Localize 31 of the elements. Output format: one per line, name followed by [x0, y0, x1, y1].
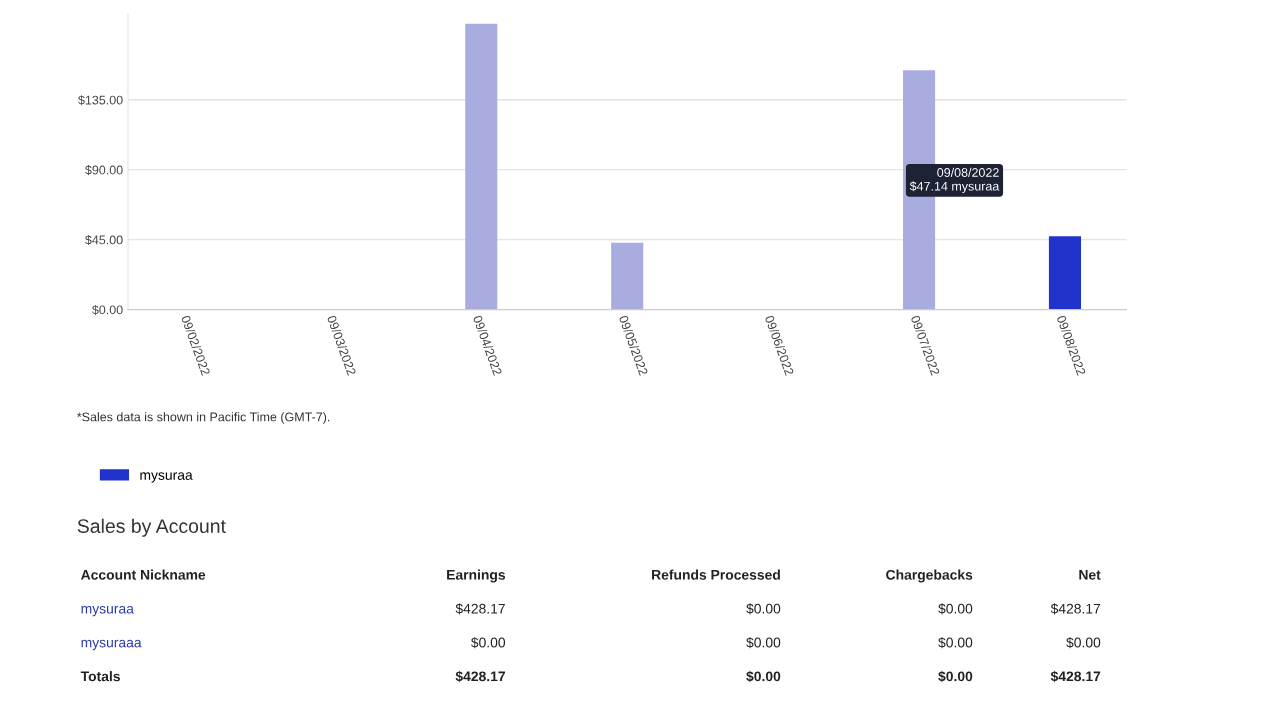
text: mysuraaa — [81, 639, 142, 651]
text: Totals — [80, 671, 120, 682]
text: $428.17 — [1050, 603, 1101, 615]
text: $0.00 — [938, 670, 973, 683]
y-tick-label: $0.00 — [92, 304, 123, 315]
text: Net — [1079, 570, 1101, 580]
bar — [1048, 236, 1082, 310]
legend-label: mysuraa — [140, 472, 193, 483]
text: Refunds Processed — [652, 569, 780, 580]
text: Account Nickname — [80, 569, 206, 580]
text: $428.17 — [455, 670, 505, 683]
text: $0.00 — [1066, 637, 1101, 649]
y-tick-label: $45.00 — [85, 234, 123, 246]
text: $0.00 — [746, 670, 781, 683]
text: $0.00 — [746, 637, 781, 649]
y-tick-label: $135.00 — [78, 95, 123, 106]
text: $428.17 — [455, 603, 505, 615]
text: mysuraa — [81, 605, 134, 617]
text: Chargebacks — [886, 569, 973, 583]
text: Earnings — [447, 569, 506, 583]
y-tick-label: $90.00 — [85, 165, 123, 176]
bar — [465, 23, 498, 310]
text: $0.00 — [938, 603, 973, 615]
annotation: 09/08/2022 $47.14 mysuraa — [909, 167, 1000, 194]
text: $0.00 — [471, 637, 506, 649]
text: *Sales data is shown in Pacific Time (GMT-7). — [77, 412, 330, 424]
text: $0.00 — [938, 637, 973, 649]
bar — [611, 242, 644, 310]
text: Sales by Account — [77, 518, 226, 537]
text: $0.00 — [746, 603, 781, 615]
text: $428.17 — [1050, 670, 1101, 683]
